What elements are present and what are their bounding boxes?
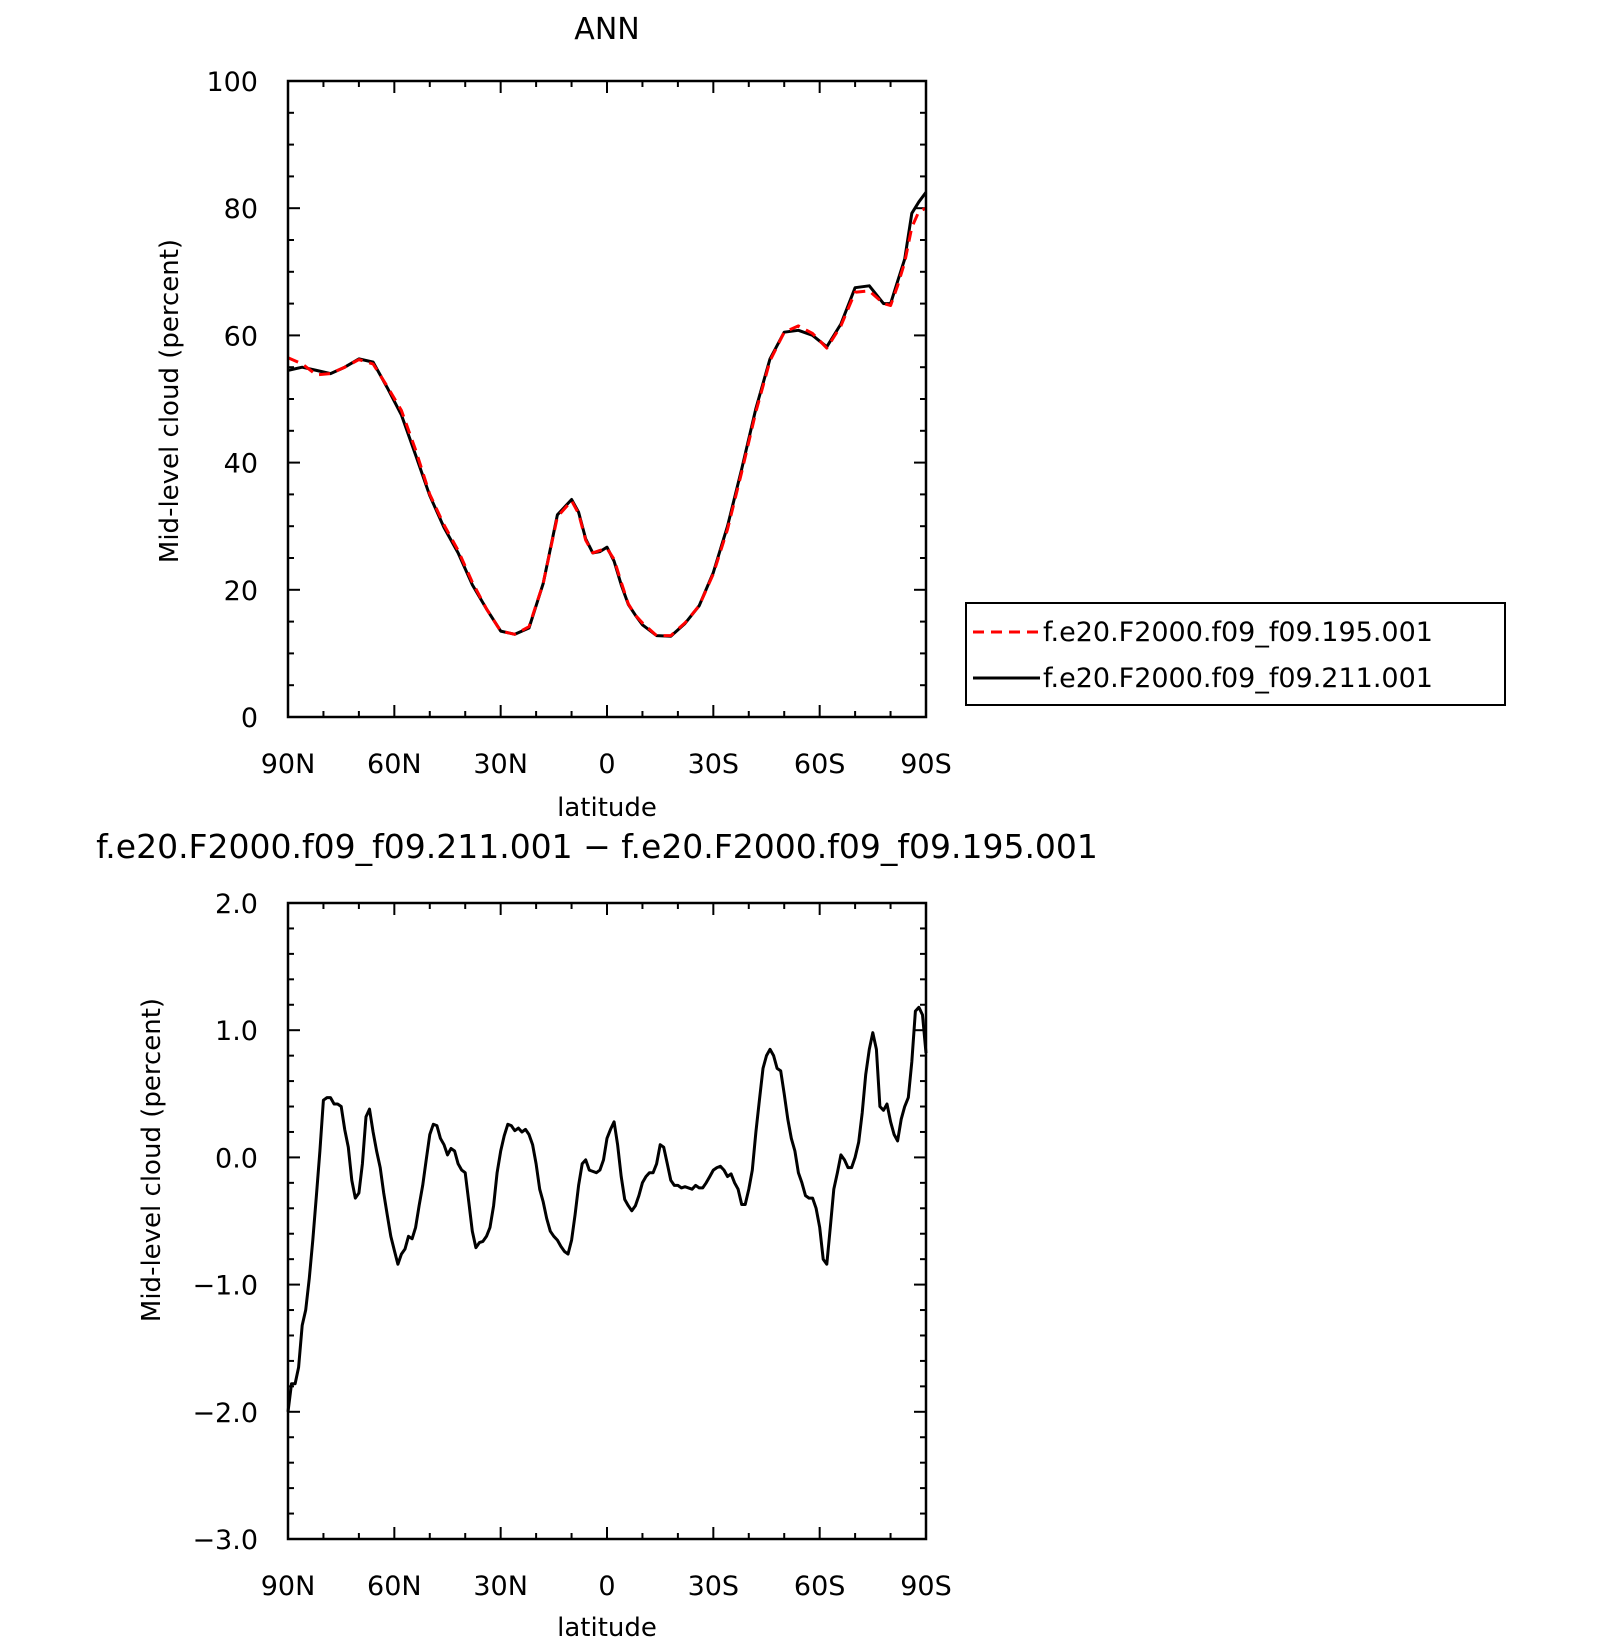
x-tick-label: 90N [261,1571,316,1602]
legend-label: f.e20.F2000.f09_f09.195.001 [1043,617,1433,648]
y-tick-label: 40 [224,449,258,480]
axis-ticks [287,80,927,718]
x-tick-label: 0 [598,1571,615,1602]
series-line-0 [286,1005,928,1412]
tick-labels: 90N 60N 30N 0 30S 60S 90S −3.0 −2.0 −1.0 0.0 1.0 2.0 [192,889,951,1602]
x-tick-label: 0 [598,749,615,780]
chart-title: f.e20.F2000.f09_f09.211.001 − f.e20.F200… [96,827,1098,866]
x-axis-label: latitude [557,1613,657,1641]
x-tick-label: 60S [794,1571,846,1602]
y-tick-label: −1.0 [192,1271,258,1302]
x-tick-label: 30S [688,1571,740,1602]
x-tick-label: 30N [473,749,528,780]
cloud-zonal-mean-panel: ANN Mid-level cloud (percent) latitude 9… [155,12,1506,823]
y-axis-label: Mid-level cloud (percent) [155,239,185,563]
y-tick-label: 60 [224,321,258,352]
x-tick-label: 90S [900,1571,952,1602]
y-tick-label: 80 [224,194,258,225]
x-tick-label: 30S [688,749,740,780]
y-tick-label: −2.0 [192,1398,258,1429]
y-tick-label: 1.0 [215,1016,258,1047]
x-axis-label: latitude [557,793,657,823]
plot-frame [286,79,928,719]
y-tick-label: 0 [241,703,258,734]
series-lines [286,1005,928,1412]
y-tick-label: 0.0 [215,1143,258,1174]
tick-labels: 90N 60N 30N 0 30S 60S 90S 0 20 40 60 80 100 [206,67,951,780]
plot-frame [286,901,928,1541]
y-tick-label: 2.0 [215,889,258,920]
series-line-0 [287,206,927,638]
y-axis-label: Mid-level cloud (percent) [137,998,167,1322]
x-tick-label: 90S [900,749,952,780]
series-lines [287,191,928,638]
x-tick-label: 60S [794,749,846,780]
legend-label: f.e20.F2000.f09_f09.211.001 [1043,663,1433,694]
legend-box [965,602,1506,706]
x-tick-label: 60N [367,749,422,780]
cloud-difference-panel: f.e20.F2000.f09_f09.211.001 − f.e20.F200… [96,827,1098,1641]
y-tick-label: 20 [224,576,258,607]
series-line-1 [287,191,928,638]
x-tick-label: 60N [367,1571,422,1602]
legend: f.e20.F2000.f09_f09.195.001 f.e20.F2000.… [965,602,1506,706]
y-tick-label: 100 [206,67,258,98]
chart-title: ANN [574,12,639,47]
x-tick-label: 30N [473,1571,528,1602]
y-tick-label: −3.0 [192,1525,258,1556]
x-tick-label: 90N [261,749,316,780]
